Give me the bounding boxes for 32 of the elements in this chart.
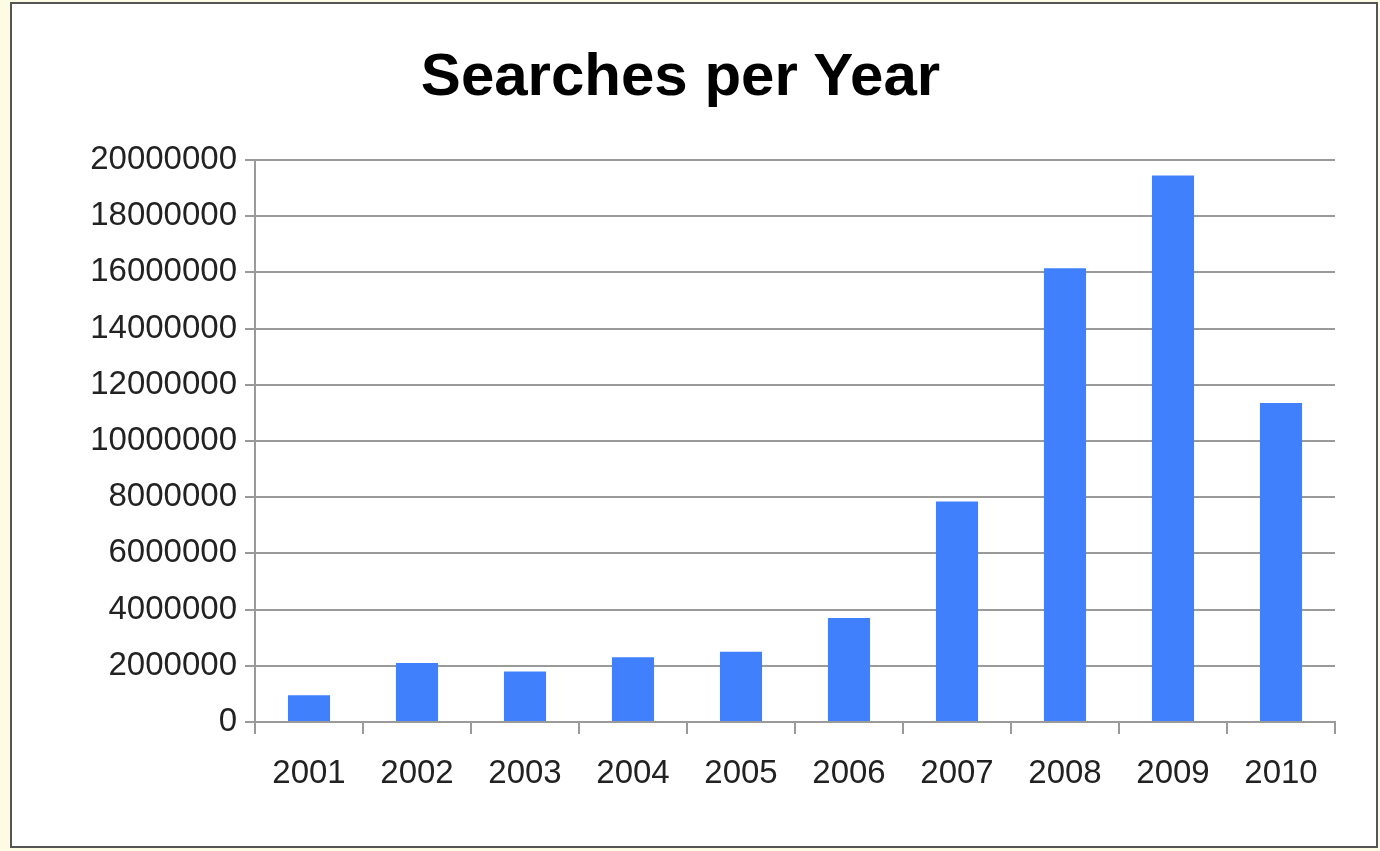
bar: [1259, 403, 1303, 721]
y-tick-label: 16000000: [90, 251, 237, 289]
x-tick-label: 2002: [380, 752, 454, 790]
bar: [503, 671, 547, 721]
x-tick-label: 2009: [1136, 752, 1210, 790]
bar: [1151, 175, 1195, 721]
y-tick-label: 8000000: [108, 476, 237, 514]
bar: [719, 651, 763, 721]
y-tick-label: 14000000: [90, 307, 237, 345]
bar: [935, 501, 979, 721]
chart-title: Searches per Year: [420, 40, 941, 108]
y-tick-label: 2000000: [108, 644, 237, 682]
x-tick-label: 2007: [920, 752, 994, 790]
x-tick-label: 2006: [812, 752, 886, 790]
y-tick-label: 20000000: [90, 139, 237, 177]
x-tick-label: 2005: [704, 752, 778, 790]
bar: [827, 618, 871, 721]
y-tick-label: 0: [218, 701, 237, 739]
bar: [287, 695, 331, 721]
y-tick-label: 18000000: [90, 195, 237, 233]
x-tick-label: 2004: [596, 752, 670, 790]
x-tick-label: 2001: [272, 752, 346, 790]
bar: [395, 662, 439, 721]
y-tick-label: 12000000: [90, 363, 237, 401]
x-tick-label: 2010: [1244, 752, 1318, 790]
x-tick-label: 2008: [1028, 752, 1102, 790]
bar: [1043, 268, 1087, 721]
x-tick-label: 2003: [488, 752, 562, 790]
bar: [611, 657, 655, 721]
y-tick-label: 6000000: [108, 532, 237, 570]
y-tick-label: 4000000: [108, 588, 237, 626]
y-tick-label: 10000000: [90, 420, 237, 458]
